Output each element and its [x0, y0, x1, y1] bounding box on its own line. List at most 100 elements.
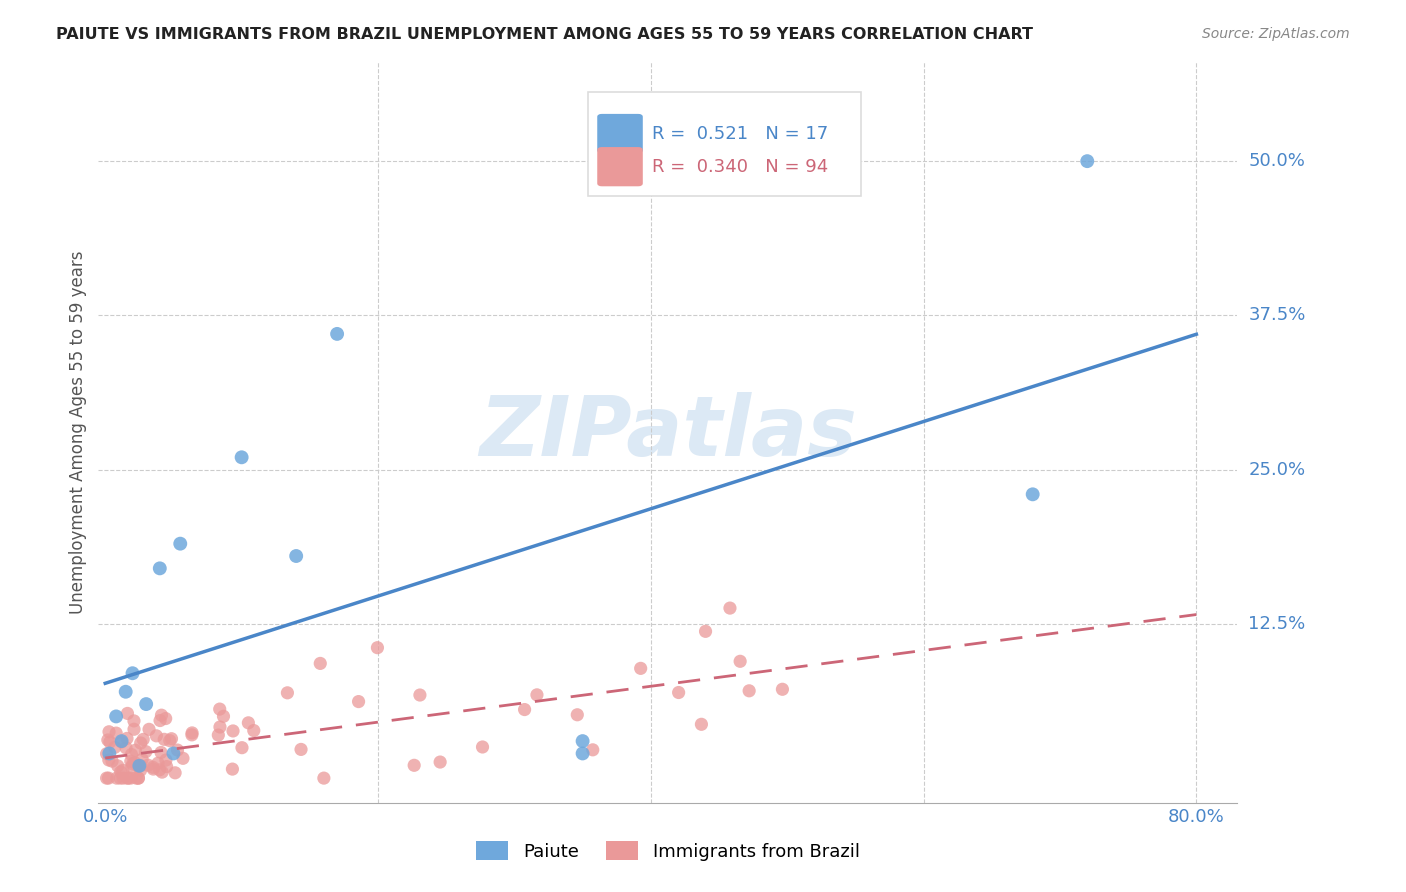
- Point: [150, 708, 173, 723]
- Point: [142, 762, 165, 776]
- Point: [567, 707, 589, 722]
- Point: [135, 697, 157, 711]
- Point: [165, 765, 187, 780]
- Point: [120, 754, 142, 768]
- Text: Source: ZipAtlas.com: Source: ZipAtlas.com: [1202, 27, 1350, 41]
- Point: [169, 536, 191, 550]
- Point: [98, 747, 121, 761]
- Point: [513, 702, 536, 716]
- Point: [96, 747, 118, 761]
- Point: [111, 764, 134, 778]
- Point: [149, 714, 172, 728]
- Point: [138, 723, 160, 737]
- Point: [153, 732, 176, 747]
- Point: [404, 758, 426, 772]
- Point: [115, 731, 138, 746]
- Point: [145, 729, 167, 743]
- Point: [146, 756, 169, 771]
- Point: [571, 747, 593, 761]
- Point: [117, 706, 139, 721]
- Point: [695, 624, 717, 639]
- Point: [172, 751, 194, 765]
- Point: [110, 735, 132, 749]
- Point: [290, 742, 312, 756]
- Point: [122, 714, 145, 728]
- Point: [155, 753, 177, 767]
- Point: [770, 682, 793, 697]
- Point: [129, 736, 152, 750]
- Point: [718, 601, 741, 615]
- Point: [115, 740, 138, 755]
- Point: [155, 759, 177, 773]
- Point: [429, 755, 451, 769]
- Point: [112, 771, 135, 785]
- Point: [242, 723, 264, 738]
- Point: [129, 764, 152, 778]
- Point: [135, 745, 157, 759]
- Point: [98, 724, 121, 739]
- Point: [107, 759, 129, 773]
- Point: [150, 765, 173, 780]
- Point: [124, 756, 146, 770]
- Point: [148, 763, 170, 777]
- Point: [207, 728, 229, 742]
- Point: [104, 740, 127, 755]
- Point: [221, 762, 243, 776]
- Point: [231, 450, 253, 465]
- Point: [121, 756, 143, 771]
- Point: [471, 739, 494, 754]
- Point: [326, 326, 349, 341]
- Point: [129, 758, 152, 772]
- Point: [582, 743, 605, 757]
- Point: [285, 549, 308, 563]
- Point: [97, 753, 120, 767]
- Point: [166, 743, 188, 757]
- Point: [121, 760, 143, 774]
- Point: [120, 771, 142, 785]
- Point: [127, 771, 149, 785]
- Point: [105, 771, 128, 785]
- FancyBboxPatch shape: [598, 114, 643, 153]
- FancyBboxPatch shape: [588, 92, 862, 195]
- Point: [366, 640, 388, 655]
- Point: [1076, 154, 1098, 169]
- Point: [117, 771, 139, 785]
- Point: [101, 754, 124, 768]
- Point: [97, 771, 120, 785]
- Text: 37.5%: 37.5%: [1249, 306, 1306, 325]
- Point: [1021, 487, 1043, 501]
- Point: [128, 758, 150, 772]
- Point: [309, 657, 332, 671]
- Point: [114, 685, 136, 699]
- Point: [222, 723, 245, 738]
- Point: [127, 771, 149, 785]
- Point: [105, 709, 128, 723]
- Point: [110, 734, 132, 748]
- Text: 50.0%: 50.0%: [1249, 153, 1305, 170]
- Point: [96, 771, 118, 785]
- Point: [162, 747, 184, 761]
- Point: [120, 747, 142, 762]
- Point: [347, 695, 370, 709]
- Point: [105, 726, 128, 740]
- Point: [131, 752, 153, 766]
- Point: [108, 771, 131, 785]
- Point: [630, 661, 652, 675]
- Text: R =  0.521   N = 17: R = 0.521 N = 17: [652, 125, 828, 143]
- Point: [276, 686, 298, 700]
- Point: [155, 712, 177, 726]
- Point: [238, 715, 260, 730]
- Point: [150, 746, 173, 760]
- Point: [132, 732, 155, 747]
- Point: [122, 723, 145, 737]
- Point: [160, 731, 183, 746]
- Legend: Paiute, Immigrants from Brazil: Paiute, Immigrants from Brazil: [468, 834, 868, 868]
- Point: [738, 683, 761, 698]
- Point: [136, 758, 159, 772]
- Point: [117, 771, 139, 785]
- Y-axis label: Unemployment Among Ages 55 to 59 years: Unemployment Among Ages 55 to 59 years: [69, 251, 87, 615]
- Point: [98, 735, 121, 749]
- Point: [728, 654, 751, 668]
- Point: [124, 743, 146, 757]
- Point: [668, 685, 690, 699]
